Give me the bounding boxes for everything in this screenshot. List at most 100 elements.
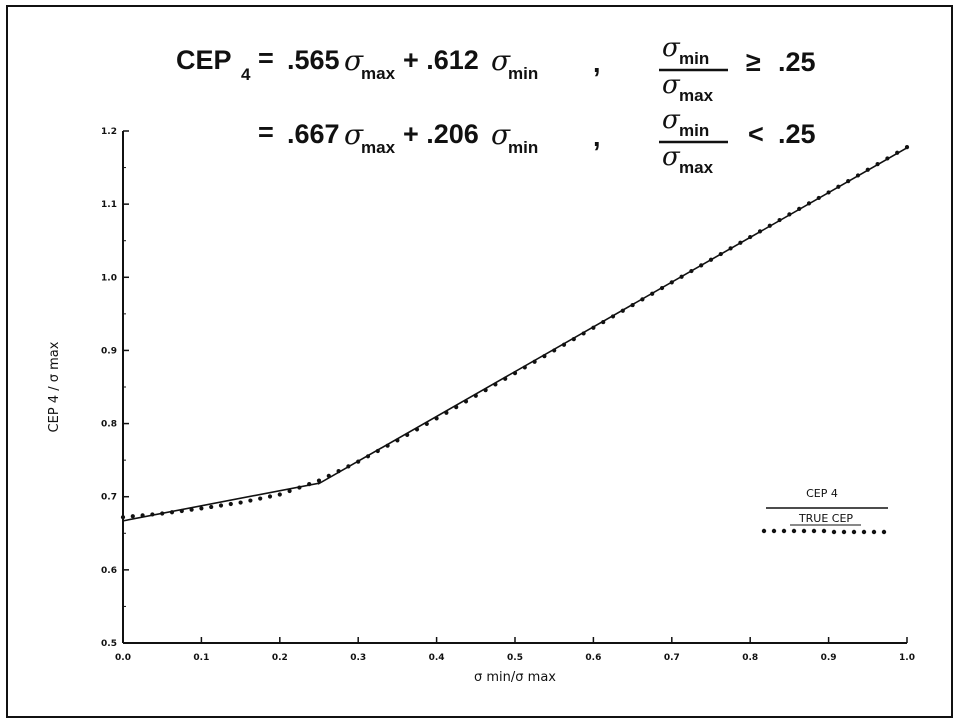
eq1-comma: ,	[593, 48, 601, 78]
true-cep-point	[179, 508, 184, 514]
eq2-sigma2: σ	[491, 118, 511, 151]
true-cep-point	[160, 511, 165, 516]
eq2-frac-num-sub: min	[679, 121, 709, 140]
true-cep-point	[895, 150, 900, 155]
eq1-threshold: .25	[778, 47, 816, 77]
x-tick-label: 0.0	[115, 653, 131, 663]
true-cep-point	[826, 190, 831, 195]
y-tick-label: 0.6	[101, 566, 117, 576]
eq2-sub-max: max	[361, 138, 396, 157]
true-cep-point	[885, 156, 890, 161]
true-cep-point	[552, 348, 557, 353]
true-cep-point	[708, 257, 714, 262]
eq-equals-1: =	[258, 43, 274, 73]
true-cep-point	[650, 291, 655, 296]
series-cep4-line	[122, 147, 908, 522]
true-cep-point	[199, 506, 204, 511]
true-cep-point	[218, 503, 224, 508]
true-cep-point	[463, 399, 469, 404]
true-cep-point	[228, 501, 233, 507]
x-tick-label: 0.5	[507, 653, 523, 663]
true-cep-point	[169, 510, 175, 515]
true-cep-point	[473, 393, 478, 398]
true-cep-point	[689, 268, 694, 274]
eq1-relation: ≥	[746, 47, 761, 77]
true-cep-point	[503, 376, 508, 381]
eq1-sigma2: σ	[491, 44, 511, 77]
legend-dot	[791, 528, 797, 534]
true-cep-point	[591, 325, 596, 330]
true-cep-point	[699, 263, 704, 268]
x-tick-label: 0.4	[429, 653, 445, 663]
eq2-sub-min: min	[508, 138, 538, 157]
legend-dot	[851, 529, 857, 535]
true-cep-point	[571, 336, 576, 342]
true-cep-point	[336, 469, 341, 474]
eq-lhs: CEP	[176, 45, 232, 75]
eq2-sigma1: σ	[344, 118, 364, 151]
x-tick-label: 0.7	[664, 653, 680, 663]
true-cep-point	[385, 443, 390, 448]
true-cep-point	[258, 496, 263, 501]
true-cep-point	[454, 405, 459, 410]
eq-equals-2: =	[258, 117, 274, 147]
eq1-sigma1: σ	[344, 44, 364, 77]
legend-dotted-swatch	[761, 528, 887, 535]
true-cep-point	[542, 353, 547, 359]
true-cep-point	[855, 173, 861, 178]
true-cep-point	[679, 274, 684, 279]
series-true-cep-dots	[120, 144, 910, 520]
true-cep-point	[757, 229, 763, 234]
eq2-threshold: .25	[778, 119, 816, 149]
legend-dot	[871, 529, 877, 535]
legend-dot	[831, 529, 837, 535]
eq2-relation: <	[748, 119, 764, 149]
true-cep-point	[522, 365, 527, 370]
figure-frame	[6, 5, 953, 718]
y-tick-label: 1.2	[101, 127, 117, 137]
true-cep-point	[512, 371, 518, 376]
x-tick-label: 0.3	[350, 653, 366, 663]
true-cep-point	[777, 217, 782, 223]
legend-dot	[821, 528, 827, 534]
x-axis-ticks: 0.0 0.1 0.2 0.3 0.4 0.5 0.6 0.7 0.8 0.9 1.0	[115, 637, 915, 663]
true-cep-point	[836, 184, 841, 189]
legend-dot	[771, 528, 777, 534]
eq1-frac-num-sigma: σ	[662, 33, 681, 63]
true-cep-point	[846, 179, 851, 184]
eq2-frac-den-sigma: σ	[662, 142, 681, 172]
true-cep-point	[493, 382, 498, 387]
true-cep-point	[904, 144, 910, 150]
y-axis-label: CEP 4 / σ max	[47, 341, 62, 432]
legend-dot	[811, 528, 817, 534]
true-cep-point	[483, 388, 488, 393]
eq1-frac-num-sub: min	[679, 49, 709, 68]
true-cep-point	[424, 421, 429, 427]
true-cep-point	[581, 331, 586, 336]
y-tick-label: 0.7	[101, 493, 117, 503]
x-axis-label: σ min/σ max	[474, 670, 556, 685]
true-cep-point	[326, 473, 331, 478]
true-cep-point	[365, 454, 371, 459]
true-cep-point	[748, 234, 753, 240]
true-cep-point	[875, 161, 880, 167]
true-cep-point	[728, 246, 733, 251]
true-cep-point	[806, 201, 812, 206]
eq2-frac-num-sigma: σ	[662, 105, 681, 135]
legend-dot	[881, 529, 887, 535]
true-cep-point	[189, 507, 194, 512]
eq1-sub-max: max	[361, 64, 396, 83]
true-cep-point	[414, 427, 420, 432]
equation-block: CEP 4 = .565 σ max + .612 σ min , σ min …	[176, 33, 816, 177]
eq-lhs-sub: 4	[241, 65, 251, 84]
legend: CEP 4 TRUE CEP	[761, 487, 888, 535]
eq1-frac-den-sigma: σ	[662, 70, 681, 100]
y-tick-label: 0.9	[101, 346, 117, 356]
true-cep-point	[307, 481, 312, 487]
legend-dot	[781, 528, 787, 534]
eq2-comma: ,	[593, 122, 601, 152]
y-tick-label: 0.8	[101, 420, 117, 430]
true-cep-point	[346, 464, 351, 469]
true-cep-point	[238, 500, 243, 505]
